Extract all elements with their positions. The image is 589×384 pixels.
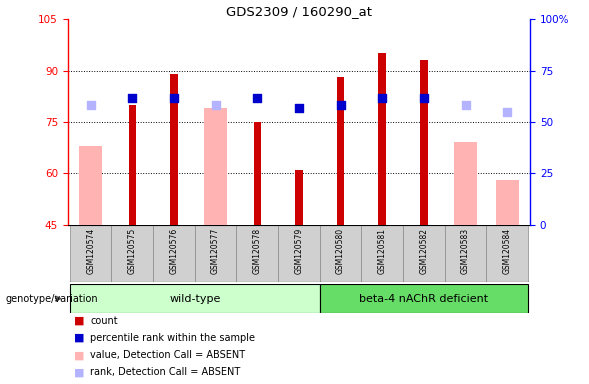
Point <box>253 95 262 101</box>
Point <box>461 102 470 108</box>
Bar <box>403 225 445 282</box>
Bar <box>420 60 428 225</box>
Bar <box>79 146 102 225</box>
Text: GSM120579: GSM120579 <box>294 227 303 274</box>
Text: GSM120581: GSM120581 <box>378 227 387 273</box>
Bar <box>111 225 153 282</box>
Point <box>336 102 345 108</box>
Bar <box>320 284 528 313</box>
Bar <box>128 105 136 225</box>
Bar <box>195 225 236 282</box>
Text: GSM120584: GSM120584 <box>502 227 512 274</box>
Bar <box>278 225 320 282</box>
Bar <box>295 170 303 225</box>
Text: genotype/variation: genotype/variation <box>6 293 98 304</box>
Point <box>294 105 304 111</box>
Text: GSM120574: GSM120574 <box>86 227 95 274</box>
Text: ■: ■ <box>74 367 84 377</box>
Bar <box>236 225 278 282</box>
Text: ■: ■ <box>74 316 84 326</box>
Bar <box>170 74 178 225</box>
Text: GSM120577: GSM120577 <box>211 227 220 274</box>
Point <box>169 95 178 101</box>
Text: percentile rank within the sample: percentile rank within the sample <box>90 333 255 343</box>
Point <box>86 102 95 108</box>
Point <box>128 95 137 101</box>
Bar <box>362 225 403 282</box>
Text: rank, Detection Call = ABSENT: rank, Detection Call = ABSENT <box>90 367 240 377</box>
Point <box>419 95 429 101</box>
Text: count: count <box>90 316 118 326</box>
Bar <box>337 78 345 225</box>
Point <box>502 109 512 115</box>
Bar <box>204 108 227 225</box>
Text: GSM120578: GSM120578 <box>253 227 262 274</box>
Text: GSM120583: GSM120583 <box>461 227 470 274</box>
Bar <box>454 142 477 225</box>
Bar <box>253 122 261 225</box>
Text: GSM120576: GSM120576 <box>170 227 178 274</box>
Text: GSM120582: GSM120582 <box>419 227 428 273</box>
Text: value, Detection Call = ABSENT: value, Detection Call = ABSENT <box>90 350 245 360</box>
Point <box>211 102 220 108</box>
Bar <box>320 225 362 282</box>
Bar <box>379 53 386 225</box>
Text: beta-4 nAChR deficient: beta-4 nAChR deficient <box>359 293 488 304</box>
Text: ■: ■ <box>74 350 84 360</box>
Point <box>378 95 387 101</box>
Bar <box>70 284 320 313</box>
Text: ■: ■ <box>74 333 84 343</box>
Text: GSM120575: GSM120575 <box>128 227 137 274</box>
Bar <box>70 225 111 282</box>
Bar <box>445 225 487 282</box>
Text: wild-type: wild-type <box>169 293 220 304</box>
Bar <box>153 225 195 282</box>
Bar <box>496 180 519 225</box>
Bar <box>487 225 528 282</box>
Text: GSM120580: GSM120580 <box>336 227 345 274</box>
Title: GDS2309 / 160290_at: GDS2309 / 160290_at <box>226 5 372 18</box>
